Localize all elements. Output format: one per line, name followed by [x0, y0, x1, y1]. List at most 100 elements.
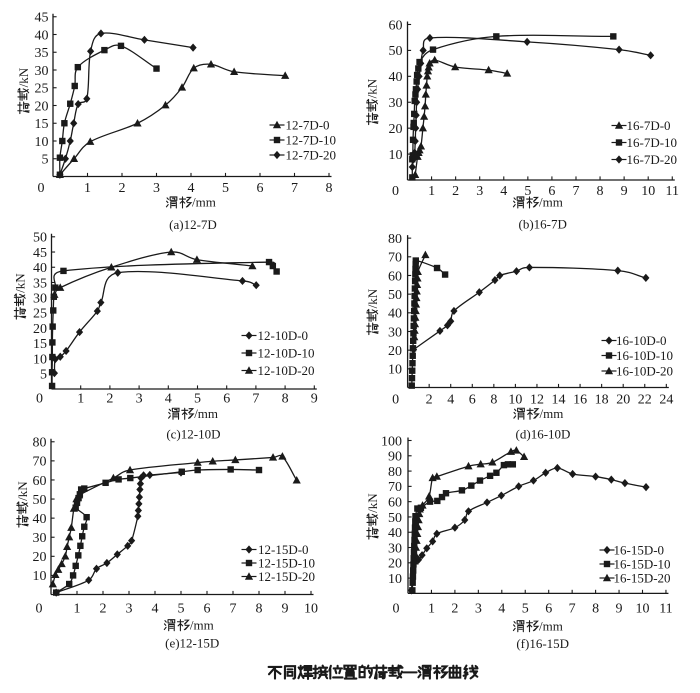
svg-text:10: 10 — [33, 569, 47, 584]
svg-text:12-15D-10: 12-15D-10 — [258, 555, 315, 570]
svg-text:5: 5 — [222, 181, 229, 196]
svg-text:6: 6 — [223, 391, 230, 406]
svg-text:0: 0 — [36, 601, 43, 616]
svg-text:40: 40 — [35, 28, 49, 43]
svg-text:3: 3 — [136, 391, 143, 406]
svg-text:10: 10 — [641, 184, 655, 199]
svg-text:/mm: /mm — [194, 406, 218, 421]
svg-text:0: 0 — [393, 601, 400, 616]
svg-text:8: 8 — [282, 391, 289, 406]
svg-text:50: 50 — [33, 493, 47, 508]
svg-text:5: 5 — [40, 368, 47, 383]
svg-text:3: 3 — [475, 601, 482, 616]
svg-text:25: 25 — [35, 82, 49, 97]
svg-text:50: 50 — [33, 231, 47, 246]
svg-text:5: 5 — [522, 601, 529, 616]
svg-text:4: 4 — [447, 392, 454, 407]
svg-text:7: 7 — [291, 181, 298, 196]
svg-text:10: 10 — [508, 392, 522, 407]
svg-text:3: 3 — [126, 601, 133, 616]
svg-text:80: 80 — [388, 465, 402, 480]
svg-text:16-15D-20: 16-15D-20 — [614, 570, 671, 585]
svg-text:80: 80 — [388, 232, 402, 247]
svg-text:5: 5 — [42, 153, 49, 168]
svg-text:(c)12-10D: (c)12-10D — [166, 426, 220, 441]
svg-text:16-7D-20: 16-7D-20 — [627, 152, 678, 167]
svg-text:20: 20 — [33, 550, 47, 565]
svg-text:4: 4 — [188, 181, 195, 196]
svg-text:3: 3 — [153, 181, 160, 196]
svg-text:(a)12-7D: (a)12-7D — [169, 217, 217, 232]
svg-text:5: 5 — [524, 184, 531, 199]
svg-text:20: 20 — [35, 99, 49, 114]
svg-text:50: 50 — [388, 511, 402, 526]
svg-text:16-10D-10: 16-10D-10 — [616, 348, 673, 363]
svg-text:6: 6 — [469, 392, 476, 407]
svg-text:1: 1 — [74, 601, 81, 616]
svg-text:12-10D-20: 12-10D-20 — [258, 363, 315, 378]
svg-text:0: 0 — [392, 184, 399, 199]
svg-text:12-7D-0: 12-7D-0 — [286, 117, 330, 132]
svg-text:4: 4 — [165, 391, 172, 406]
svg-text:(d)16-10D: (d)16-10D — [516, 427, 571, 442]
svg-text:10: 10 — [388, 363, 402, 378]
svg-text:1: 1 — [84, 181, 91, 196]
svg-text:6: 6 — [548, 184, 555, 199]
svg-text:30: 30 — [33, 531, 47, 546]
svg-text:90: 90 — [388, 450, 402, 465]
svg-text:50: 50 — [389, 44, 403, 59]
svg-text:45: 45 — [33, 246, 47, 261]
svg-text:24: 24 — [659, 392, 673, 407]
svg-text:40: 40 — [388, 307, 402, 322]
svg-text:2: 2 — [426, 392, 433, 407]
svg-text:0: 0 — [36, 391, 43, 406]
svg-text:0: 0 — [392, 392, 399, 407]
svg-text:/mm: /mm — [539, 195, 563, 210]
svg-text:/kN: /kN — [365, 78, 380, 98]
svg-text:12-7D-20: 12-7D-20 — [286, 147, 337, 162]
svg-text:2: 2 — [119, 181, 126, 196]
svg-text:16-10D-20: 16-10D-20 — [616, 363, 673, 378]
svg-text:10: 10 — [304, 601, 318, 616]
svg-text:15: 15 — [35, 117, 49, 132]
svg-text:9: 9 — [282, 601, 289, 616]
svg-text:35: 35 — [35, 46, 49, 61]
svg-text:/mm: /mm — [192, 195, 216, 210]
svg-text:40: 40 — [388, 526, 402, 541]
svg-text:25: 25 — [33, 307, 47, 322]
svg-text:7: 7 — [572, 184, 579, 199]
svg-text:70: 70 — [388, 480, 402, 495]
svg-text:16-10D-0: 16-10D-0 — [616, 333, 667, 348]
svg-text:1: 1 — [428, 601, 435, 616]
svg-text:10: 10 — [33, 352, 47, 367]
svg-text:35: 35 — [33, 276, 47, 291]
svg-text:8: 8 — [326, 181, 333, 196]
svg-text:0: 0 — [38, 181, 45, 196]
svg-text:8: 8 — [597, 184, 604, 199]
svg-text:11: 11 — [659, 601, 672, 616]
svg-text:10: 10 — [636, 601, 650, 616]
svg-text:/mm: /mm — [539, 618, 563, 633]
svg-text:/kN: /kN — [16, 67, 31, 87]
svg-text:40: 40 — [33, 261, 47, 276]
svg-text:9: 9 — [311, 391, 318, 406]
svg-text:16-15D-0: 16-15D-0 — [614, 542, 665, 557]
svg-text:30: 30 — [388, 541, 402, 556]
svg-text:20: 20 — [388, 344, 402, 359]
svg-text:18: 18 — [595, 392, 609, 407]
svg-text:(e)12-15D: (e)12-15D — [165, 635, 219, 650]
svg-text:20: 20 — [388, 557, 402, 572]
svg-text:30: 30 — [35, 64, 49, 79]
svg-text:12-7D-10: 12-7D-10 — [286, 132, 337, 147]
svg-text:8: 8 — [592, 601, 599, 616]
svg-text:60: 60 — [388, 495, 402, 510]
svg-text:/mm: /mm — [540, 406, 564, 421]
svg-text:40: 40 — [33, 512, 47, 527]
svg-text:10: 10 — [35, 135, 49, 150]
svg-text:2: 2 — [100, 601, 107, 616]
svg-text:12: 12 — [530, 392, 544, 407]
svg-text:5: 5 — [178, 601, 185, 616]
svg-text:10: 10 — [389, 148, 403, 163]
svg-text:70: 70 — [33, 455, 47, 470]
svg-text:6: 6 — [204, 601, 211, 616]
